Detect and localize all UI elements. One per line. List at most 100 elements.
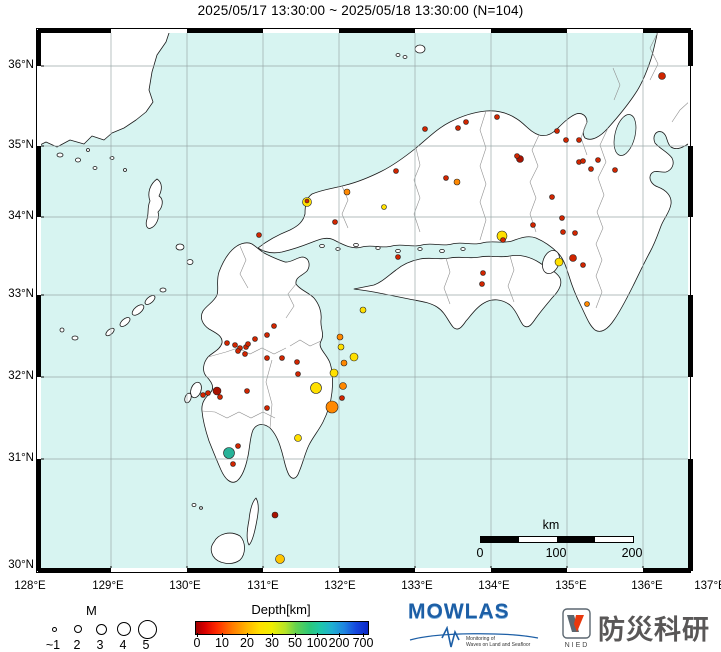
- lon-label: 131°E: [247, 580, 279, 592]
- earthquake-marker: [584, 301, 590, 307]
- earthquake-marker: [295, 371, 301, 377]
- land-coastlines: [38, 30, 691, 564]
- scale-bar-label: 100: [545, 546, 567, 560]
- earthquake-marker: [325, 400, 339, 414]
- kyushu-landmass: [201, 242, 333, 483]
- earthquake-marker: [349, 352, 359, 362]
- magnitude-size-circle: [95, 623, 107, 635]
- depth-tick-label: 10: [215, 636, 229, 650]
- lat-label: 33°N: [8, 288, 34, 300]
- nied-mark-icon: [562, 608, 591, 639]
- earthquake-marker: [271, 323, 277, 329]
- magnitude-size-circle: [117, 622, 131, 636]
- depth-tick-mark: [363, 633, 364, 637]
- earthquake-marker: [549, 194, 555, 200]
- earthquake-marker: [230, 461, 236, 467]
- earthquake-marker: [339, 382, 347, 390]
- lat-label: 36°N: [8, 59, 34, 71]
- mowlas-logo-text: MOWLAS: [408, 600, 510, 623]
- earthquake-marker: [310, 382, 322, 394]
- tsushima-island: [145, 178, 163, 229]
- earthquake-marker: [205, 390, 211, 396]
- magnitude-size-label: 3: [96, 638, 104, 652]
- magnitude-size-circle: [51, 626, 57, 632]
- earthquake-marker: [235, 443, 241, 449]
- nied-logo: NIED 防災科研: [560, 606, 720, 652]
- earthquake-marker: [329, 368, 339, 378]
- earthquake-marker: [304, 198, 310, 204]
- depth-tick-mark: [247, 633, 248, 637]
- korea-landmass: [38, 30, 171, 148]
- japan-map: [38, 30, 691, 571]
- depth-tick-mark: [272, 633, 273, 637]
- depth-tick-label: 30: [265, 636, 279, 650]
- earthquake-marker: [217, 394, 223, 400]
- depth-tick-label: 20: [240, 636, 254, 650]
- earthquake-marker: [256, 232, 262, 238]
- earthquake-marker: [576, 137, 582, 143]
- earthquake-marker: [271, 511, 279, 519]
- earthquake-marker: [580, 262, 586, 268]
- earthquake-marker: [395, 254, 401, 260]
- mowlas-tagline-1: Monitoring of: [466, 636, 495, 642]
- map-frame-bottom: [38, 568, 691, 573]
- earthquake-marker: [343, 188, 351, 196]
- scale-bar-label: 0: [476, 546, 484, 560]
- earthquake-marker: [514, 153, 520, 159]
- earthquake-marker: [559, 215, 565, 221]
- earthquake-marker: [242, 351, 248, 357]
- earthquake-marker: [595, 157, 601, 163]
- magnitude-size-label: 5: [142, 638, 150, 652]
- earthquake-marker: [252, 336, 258, 342]
- depth-legend-title: Depth[km]: [251, 602, 311, 617]
- mowlas-tagline-2: Waves on Land and Seafloor: [466, 642, 531, 648]
- earthquake-marker: [463, 119, 469, 125]
- earthquake-marker: [455, 125, 461, 131]
- earthquake-marker: [279, 355, 285, 361]
- honshu-landmass: [257, 30, 691, 332]
- lon-label: 128°E: [14, 580, 46, 592]
- shikoku-landmass: [353, 255, 562, 330]
- longitude-axis: 128°E 129°E 130°E 131°E 132°E 133°E 134°E 135°E…: [0, 580, 721, 600]
- earthquake-marker: [245, 341, 251, 347]
- earthquake-marker: [294, 434, 302, 442]
- earthquake-marker: [244, 388, 250, 394]
- earthquake-marker: [264, 405, 270, 411]
- earthquake-marker: [275, 554, 285, 564]
- earthquake-marker: [294, 359, 300, 365]
- earthquake-marker: [563, 137, 569, 143]
- depth-tick-label: 200: [328, 636, 350, 650]
- earthquake-marker: [381, 204, 387, 210]
- earthquake-marker: [480, 270, 486, 276]
- earthquake-marker: [336, 333, 344, 341]
- depth-tick-mark: [295, 633, 296, 637]
- depth-tick-label: 100: [306, 636, 328, 650]
- lat-label: 31°N: [8, 452, 34, 464]
- earthquake-marker: [264, 332, 270, 338]
- earthquake-marker: [530, 222, 536, 228]
- lat-label: 30°N: [8, 559, 34, 571]
- magnitude-size-label: 2: [73, 638, 81, 652]
- tanegashima-island: [246, 497, 259, 546]
- depth-tick-label: 50: [288, 636, 302, 650]
- depth-tick-mark: [197, 633, 198, 637]
- magnitude-legend-title: M: [86, 603, 97, 618]
- lake-biwa: [613, 114, 637, 156]
- nied-logo-text: NIED: [564, 642, 590, 649]
- earthquake-marker: [443, 175, 449, 181]
- earthquake-marker: [569, 254, 577, 262]
- earthquake-markers: [200, 72, 666, 564]
- earthquake-marker: [235, 348, 241, 354]
- nied-logo-japanese: 防災科研: [598, 615, 710, 645]
- earthquake-marker: [212, 386, 222, 396]
- scale-bar-unit: km: [542, 518, 560, 532]
- earthquake-marker: [588, 166, 594, 172]
- latitude-axis: 36°N 35°N 34°N 33°N 32°N 31°N 30°N: [0, 0, 34, 652]
- lon-label: 134°E: [478, 580, 510, 592]
- magnitude-size-label: 4: [119, 638, 127, 652]
- yakushima-island: [210, 532, 245, 564]
- earthquake-marker: [580, 158, 586, 164]
- depth-tick-label: 700: [352, 636, 374, 650]
- magnitude-size-circle: [74, 625, 82, 633]
- earthquake-marker: [554, 257, 564, 267]
